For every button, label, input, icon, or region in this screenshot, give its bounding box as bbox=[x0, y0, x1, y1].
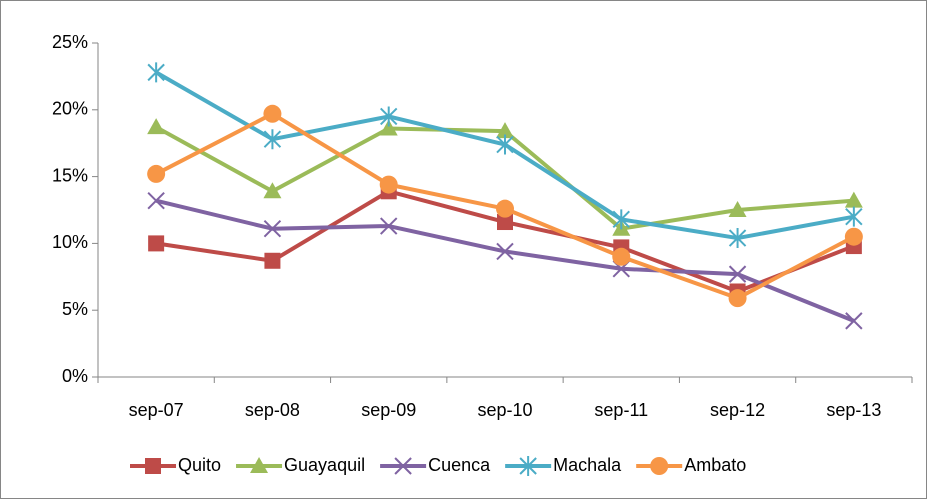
x-tick-label: sep-13 bbox=[826, 400, 881, 420]
y-tick-label: 5% bbox=[62, 299, 88, 319]
legend-item: Quito bbox=[130, 455, 221, 475]
marker bbox=[148, 235, 165, 252]
marker bbox=[728, 201, 747, 217]
legend-item: Machala bbox=[505, 455, 622, 476]
marker bbox=[263, 182, 282, 199]
legend-label: Ambato bbox=[684, 455, 746, 475]
legend-item: Guayaquil bbox=[236, 455, 365, 475]
x-tick-label: sep-10 bbox=[477, 400, 532, 420]
legend-label: Quito bbox=[178, 455, 221, 475]
y-tick-label: 15% bbox=[52, 165, 88, 185]
marker bbox=[394, 457, 412, 475]
marker bbox=[519, 456, 537, 476]
legend-item: Cuenca bbox=[380, 455, 491, 475]
marker bbox=[380, 106, 398, 127]
marker bbox=[612, 247, 631, 266]
legend-label: Machala bbox=[553, 455, 622, 475]
x-tick-label: sep-07 bbox=[129, 400, 184, 420]
x-tick-label: sep-09 bbox=[361, 400, 416, 420]
marker bbox=[844, 191, 863, 208]
legend-label: Guayaquil bbox=[284, 455, 365, 475]
marker bbox=[496, 199, 514, 218]
y-tick-label: 0% bbox=[62, 366, 88, 386]
marker bbox=[845, 206, 863, 227]
marker bbox=[612, 209, 630, 230]
marker bbox=[263, 219, 282, 238]
marker bbox=[263, 104, 282, 123]
marker bbox=[147, 118, 166, 135]
marker bbox=[728, 228, 747, 249]
marker bbox=[728, 289, 747, 308]
legend-label: Cuenca bbox=[428, 455, 491, 475]
marker bbox=[496, 242, 514, 261]
y-tick-label: 10% bbox=[52, 232, 88, 252]
x-tick-label: sep-08 bbox=[245, 400, 300, 420]
marker bbox=[379, 119, 398, 136]
marker bbox=[264, 252, 281, 269]
y-tick-label: 25% bbox=[52, 32, 88, 52]
marker bbox=[379, 175, 398, 194]
marker bbox=[263, 129, 282, 150]
marker bbox=[845, 312, 863, 330]
marker bbox=[728, 265, 747, 283]
marker bbox=[380, 217, 398, 235]
x-tick-label: sep-11 bbox=[594, 400, 648, 420]
marker bbox=[497, 214, 513, 231]
marker bbox=[145, 458, 161, 474]
y-tick-label: 20% bbox=[52, 99, 88, 119]
marker bbox=[496, 134, 514, 155]
marker bbox=[147, 191, 165, 210]
x-tick-label: sep-12 bbox=[710, 400, 765, 420]
marker bbox=[650, 457, 669, 475]
marker bbox=[147, 164, 166, 183]
marker bbox=[496, 122, 514, 139]
marker bbox=[147, 62, 165, 83]
legend-item: Ambato bbox=[636, 455, 746, 475]
marker bbox=[844, 227, 863, 246]
marker bbox=[250, 457, 269, 473]
